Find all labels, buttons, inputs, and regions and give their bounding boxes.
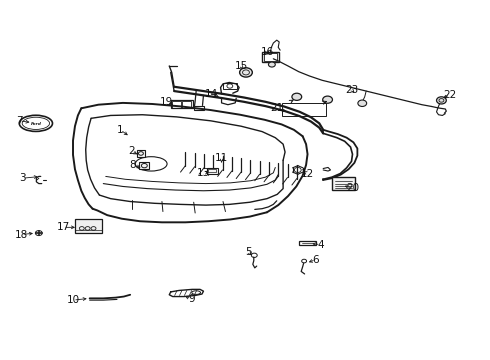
Text: 3: 3: [20, 173, 26, 183]
Text: 17: 17: [57, 222, 70, 232]
Bar: [75, 219, 102, 233]
Text: 15: 15: [235, 61, 248, 71]
Circle shape: [240, 68, 252, 77]
Bar: [207, 168, 218, 174]
Text: 2: 2: [128, 146, 135, 156]
Circle shape: [437, 97, 446, 104]
Text: 5: 5: [245, 247, 252, 257]
Bar: [140, 162, 149, 169]
Bar: [208, 169, 216, 172]
Text: 8: 8: [129, 160, 136, 170]
Text: 16: 16: [260, 46, 273, 57]
Text: 22: 22: [443, 90, 457, 100]
Bar: [264, 53, 277, 61]
Text: 18: 18: [15, 230, 28, 239]
Text: 20: 20: [346, 183, 359, 193]
Text: 6: 6: [313, 255, 319, 265]
Text: 4: 4: [318, 239, 324, 249]
Circle shape: [269, 62, 275, 67]
Bar: [262, 51, 279, 62]
Text: 1: 1: [117, 125, 123, 135]
Text: Ford: Ford: [30, 122, 41, 126]
Bar: [194, 107, 204, 110]
Bar: [299, 241, 316, 245]
Bar: [282, 103, 326, 116]
Text: 14: 14: [205, 89, 219, 99]
Text: 23: 23: [345, 85, 358, 95]
Text: 10: 10: [67, 295, 79, 305]
Bar: [332, 177, 355, 190]
Bar: [223, 83, 237, 89]
Text: 9: 9: [188, 294, 195, 304]
Bar: [182, 101, 191, 108]
Bar: [137, 150, 146, 157]
Text: 7: 7: [16, 116, 23, 126]
Text: 19: 19: [160, 97, 173, 107]
Bar: [172, 101, 180, 108]
Text: 12: 12: [301, 168, 314, 179]
Text: 13: 13: [197, 168, 210, 178]
Circle shape: [323, 96, 332, 103]
Text: 11: 11: [215, 153, 228, 163]
Circle shape: [292, 93, 302, 100]
Circle shape: [358, 100, 367, 107]
Text: 21: 21: [270, 103, 283, 113]
Bar: [171, 100, 193, 108]
